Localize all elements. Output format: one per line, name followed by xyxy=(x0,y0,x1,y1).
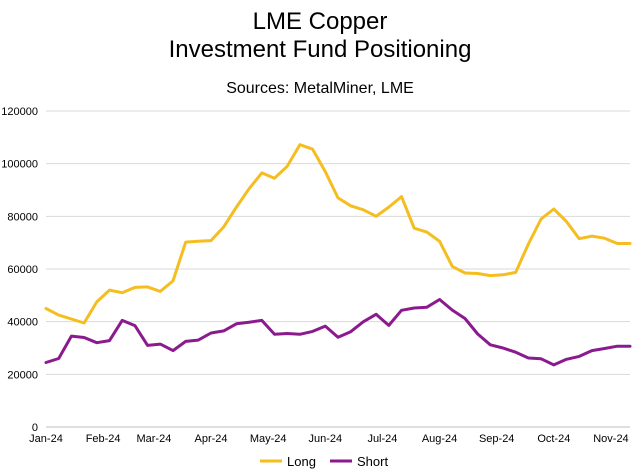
x-tick-label: May-24 xyxy=(250,433,287,445)
y-tick-label: 0 xyxy=(32,422,38,434)
x-tick-label: Aug-24 xyxy=(422,433,457,445)
y-tick-label: 60000 xyxy=(7,264,38,276)
x-tick-label: Oct-24 xyxy=(537,433,570,445)
y-tick-label: 100000 xyxy=(1,159,38,171)
chart-title-line-2: Investment Fund Positioning xyxy=(168,36,472,63)
x-tick-label: Feb-24 xyxy=(86,433,121,445)
chart-subtitle: Sources: MetalMiner, LME xyxy=(226,80,414,97)
x-tick-label: Nov-24 xyxy=(593,433,628,445)
x-tick-label: Sep-24 xyxy=(479,433,514,445)
x-tick-label: Jun-24 xyxy=(308,433,342,445)
y-tick-label: 80000 xyxy=(7,211,38,223)
x-tick-label: Jan-24 xyxy=(29,433,63,445)
x-tick-label: Apr-24 xyxy=(195,433,228,445)
y-tick-label: 120000 xyxy=(1,106,38,118)
legend-label-short: Short xyxy=(357,454,388,469)
chart-title-line-1: LME Copper xyxy=(252,8,388,35)
y-tick-label: 40000 xyxy=(7,317,38,329)
series-line-short xyxy=(44,298,632,367)
y-tick-label: 20000 xyxy=(7,369,38,381)
legend-label-long: Long xyxy=(287,454,316,469)
x-tick-label: Mar-24 xyxy=(136,433,171,445)
x-tick-label: Jul-24 xyxy=(367,433,397,445)
series-line-long xyxy=(44,143,632,325)
